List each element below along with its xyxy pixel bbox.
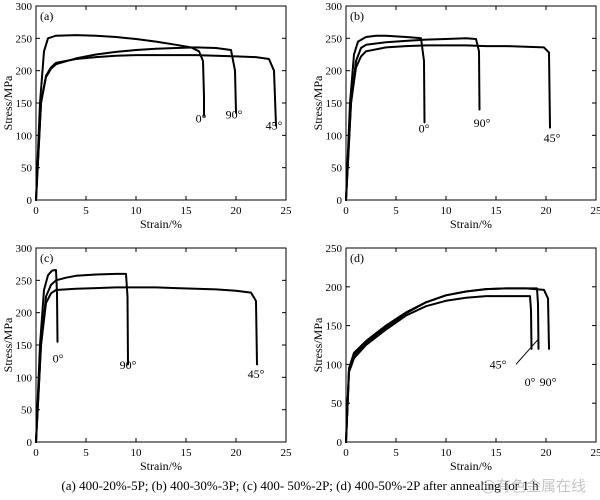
y-tick-label: 0 (337, 437, 343, 449)
y-tick-label: 200 (326, 282, 343, 294)
chart-panel-3: 0 5 10 15 20 25050100150200250Strain/%Stress/… (311, 243, 600, 473)
x-tick-label: 20 (231, 447, 243, 459)
figure-caption: (a) 400-20%-5P; (b) 400-30%-3P; (c) 400-… (61, 478, 539, 493)
chart-panel-1: 0 5 10 15 20 25050100150200250300Strain/%Stre… (311, 1, 600, 231)
x-tick-label: 15 (181, 447, 193, 459)
y-tick-label: 100 (326, 359, 343, 371)
series-annotation: 0° (525, 375, 536, 389)
y-tick-label: 150 (326, 98, 343, 110)
series-line-1 (35, 272, 129, 443)
panel-label: (c) (40, 251, 53, 265)
y-axis-label: Stress/MPa (311, 317, 325, 372)
y-tick-label: 0 (27, 195, 33, 207)
series-annotation: 90° (474, 116, 491, 130)
series-annotation: 45° (490, 357, 507, 371)
x-tick-label: 25 (591, 205, 600, 217)
series-line-1 (345, 287, 540, 443)
x-tick-label: 15 (491, 447, 503, 459)
series-annotation: 45° (266, 119, 283, 133)
panel-label: (d) (350, 251, 364, 265)
x-axis-label: Strain/% (450, 459, 492, 473)
y-tick-label: 200 (16, 66, 33, 78)
x-tick-label: 20 (231, 205, 243, 217)
series-annotation: 90° (120, 358, 137, 372)
series-line-0 (345, 34, 426, 201)
annotation-leader (515, 339, 539, 365)
x-tick-label: 5 (83, 205, 89, 217)
chart-panel-2: 0 5 10 15 20 25050100150200250300Strain/%Stre… (1, 243, 292, 473)
chart-panel-0: 0 5 10 15 20 25050100150200250300Strain/%Stre… (1, 1, 292, 231)
x-tick-label: 10 (131, 447, 143, 459)
x-axis-label: Strain/% (450, 217, 492, 231)
x-tick-label: 25 (281, 205, 293, 217)
y-tick-label: 150 (326, 321, 343, 333)
y-tick-label: 50 (331, 163, 343, 175)
x-tick-label: 5 (393, 447, 399, 459)
x-tick-label: 5 (83, 447, 89, 459)
y-tick-label: 250 (326, 243, 343, 255)
series-annotation: 90° (226, 108, 243, 122)
x-tick-label: 20 (541, 205, 553, 217)
y-tick-label: 250 (326, 33, 343, 45)
x-tick-label: 25 (591, 447, 600, 459)
series-annotation: 0° (419, 122, 430, 136)
plot-frame (345, 247, 597, 443)
series-line-2 (345, 44, 551, 201)
watermark: @有色金属在线 (480, 477, 586, 495)
series-line-0 (345, 295, 533, 443)
x-tick-label: 0 (343, 205, 349, 217)
y-tick-label: 200 (326, 66, 343, 78)
x-tick-label: 5 (393, 205, 399, 217)
x-tick-label: 10 (441, 205, 453, 217)
y-tick-label: 0 (27, 437, 33, 449)
y-tick-label: 300 (16, 1, 33, 13)
y-tick-label: 200 (16, 308, 33, 320)
x-axis-label: Strain/% (140, 459, 182, 473)
y-tick-label: 50 (331, 398, 343, 410)
y-axis-label: Stress/MPa (311, 75, 325, 130)
y-tick-label: 100 (16, 130, 33, 142)
y-tick-label: 100 (16, 372, 33, 384)
series-line-0 (35, 34, 205, 201)
x-tick-label: 0 (33, 205, 39, 217)
y-tick-label: 100 (326, 130, 343, 142)
y-tick-label: 250 (16, 275, 33, 287)
y-axis-label: Stress/MPa (1, 75, 15, 130)
y-tick-label: 0 (337, 195, 343, 207)
y-tick-label: 300 (16, 243, 33, 255)
x-tick-label: 15 (491, 205, 503, 217)
y-tick-label: 50 (21, 405, 33, 417)
y-tick-label: 150 (16, 340, 33, 352)
series-line-2 (35, 54, 277, 201)
y-tick-label: 150 (16, 98, 33, 110)
y-tick-label: 300 (326, 1, 343, 13)
x-tick-label: 0 (33, 447, 39, 459)
panel-label: (b) (350, 9, 364, 23)
panel-label: (a) (40, 9, 53, 23)
x-tick-label: 10 (131, 205, 143, 217)
series-annotation: 45° (248, 367, 265, 381)
x-axis-label: Strain/% (140, 217, 182, 231)
series-annotation: 45° (544, 131, 561, 145)
series-annotation: 90° (540, 375, 557, 389)
y-axis-label: Stress/MPa (1, 317, 15, 372)
x-tick-label: 10 (441, 447, 453, 459)
x-tick-label: 0 (343, 447, 349, 459)
series-annotation: 0° (53, 351, 64, 365)
x-tick-label: 25 (281, 447, 293, 459)
series-annotation: 0° (196, 111, 207, 125)
y-tick-label: 250 (16, 33, 33, 45)
x-tick-label: 20 (541, 447, 553, 459)
series-line-2 (35, 286, 258, 443)
series-line-2 (345, 287, 550, 443)
y-tick-label: 50 (21, 163, 33, 175)
series-line-1 (345, 37, 481, 201)
x-tick-label: 15 (181, 205, 193, 217)
